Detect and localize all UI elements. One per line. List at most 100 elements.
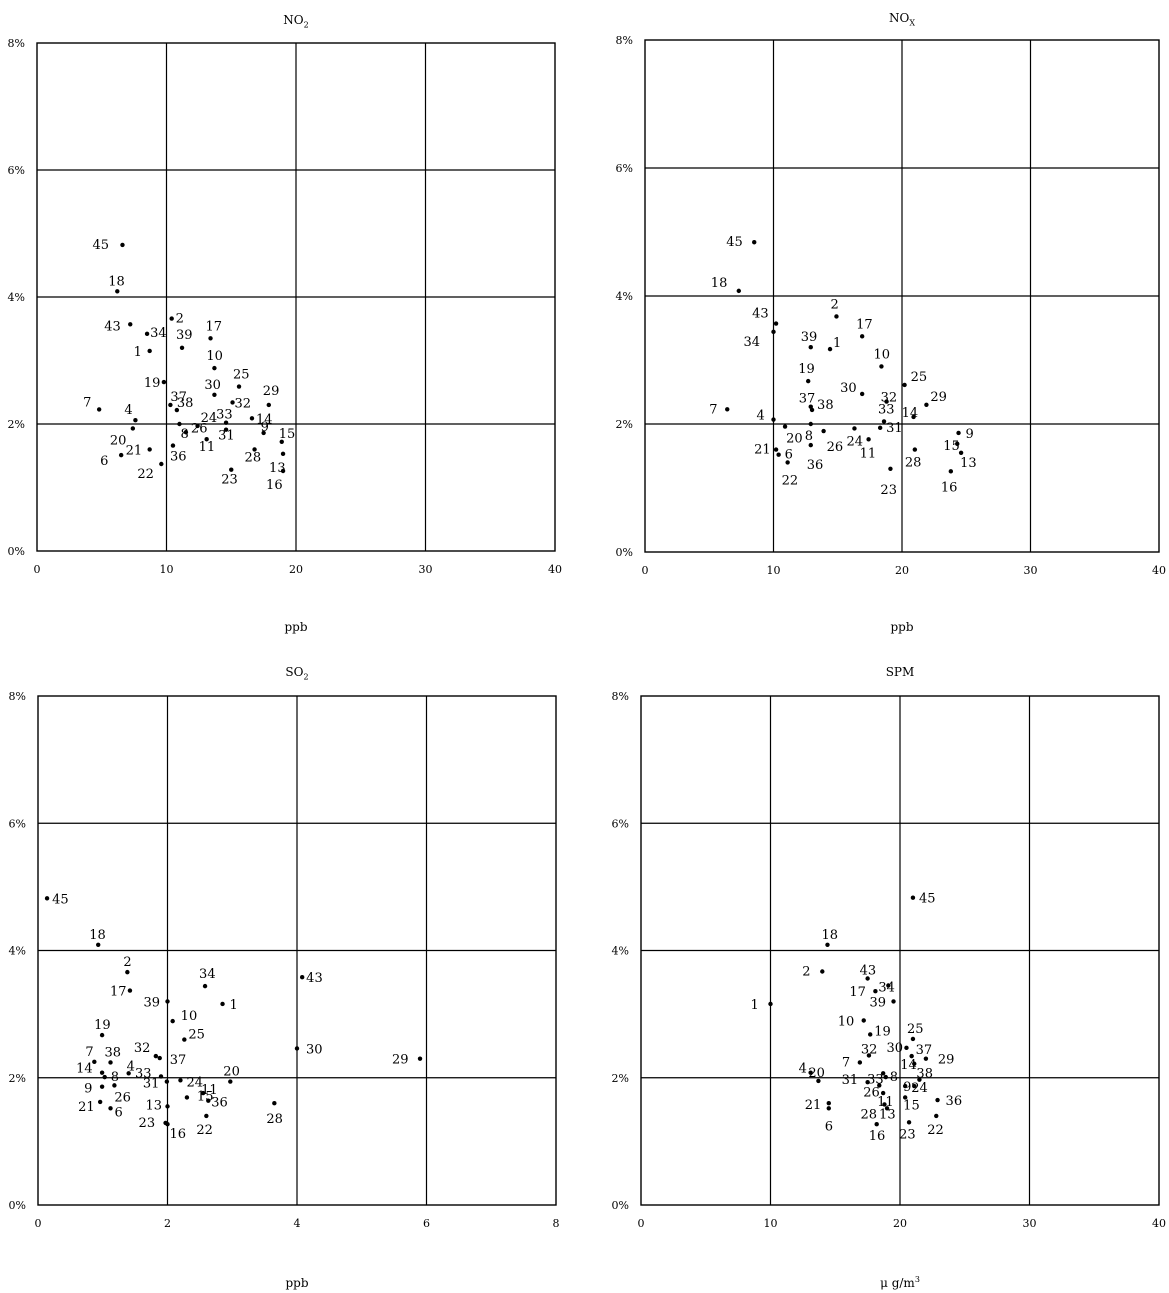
data-point-label: 7 [842,1055,850,1070]
y-tick-label: 0% [8,545,25,558]
data-point [126,1071,131,1076]
data-point-label: 14 [900,1058,917,1073]
data-point-label: 1 [134,345,142,360]
data-point-label: 21 [78,1100,95,1115]
data-point-label: 9 [84,1082,92,1097]
data-point-label: 38 [817,398,834,413]
data-point-label: 4 [127,1059,135,1074]
data-point-label: 32 [134,1041,151,1056]
data-point-label: 36 [211,1096,228,1111]
x-tick-label: 0 [35,1217,42,1230]
data-point-label: 26 [827,440,844,455]
y-tick-label: 6% [612,817,629,830]
data-point [147,348,152,354]
data-point-label: 21 [126,443,143,458]
data-point [725,407,730,412]
data-point [773,321,779,326]
plot-frame [36,42,556,552]
data-point [102,1074,107,1080]
data-point [266,402,272,408]
data-point [99,1084,105,1089]
data-point [912,1061,917,1066]
y-tick-label: 8% [612,690,629,703]
x-axis-unit: ppb [285,1276,309,1290]
data-point [859,391,865,397]
y-tick-label: 4% [8,291,25,304]
data-point [924,402,929,407]
data-point-label: 18 [821,928,838,943]
data-point [99,1070,105,1075]
data-point [417,1056,423,1061]
data-point-label: 19 [874,1024,891,1039]
data-point [805,378,811,384]
data-point-label: 28 [905,456,922,471]
data-point-label: 31 [218,429,235,444]
data-point-label: 19 [144,376,161,391]
data-point-label: 7 [709,402,717,417]
data-point-label: 7 [83,395,91,410]
y-tick-label: 2% [612,1072,629,1085]
data-point [220,1001,225,1007]
data-point-label: 22 [196,1123,213,1138]
plot-frame [37,695,557,1206]
chart-title: NO2 [283,13,309,30]
data-point-label: 14 [76,1062,93,1077]
data-point-label: 24 [911,1081,928,1096]
data-point [868,1032,873,1037]
data-point-label: 43 [104,319,121,334]
y-tick-label: 6% [8,164,25,177]
x-tick-label: 40 [1152,564,1166,577]
data-point [827,346,833,352]
data-point-label: 30 [306,1042,323,1057]
data-point [825,942,830,947]
data-point [164,1079,170,1084]
data-point-label: 17 [206,319,223,334]
data-point-label: 38 [177,396,194,411]
data-point [249,416,255,421]
data-point-label: 29 [263,384,280,399]
data-point-label: 37 [916,1043,933,1058]
data-point-label: 39 [144,995,161,1010]
data-point [771,417,776,422]
data-point [294,1046,300,1051]
data-point-label: 43 [752,307,769,322]
data-point [934,1113,939,1119]
data-point [236,384,242,389]
data-point-label: 16 [266,478,283,493]
data-point-label: 24 [201,411,218,426]
data-point [902,382,907,388]
data-point-label: 16 [941,480,958,495]
x-axis-unit: ppb [890,620,914,634]
data-point [773,447,779,452]
data-point [955,441,960,447]
data-point-label: 26 [191,421,208,436]
x-tick-label: 20 [893,1217,907,1230]
data-point-label: 36 [807,458,824,473]
data-point [153,1053,159,1059]
y-tick-label: 8% [9,690,26,703]
data-point [859,334,865,339]
data-point [179,345,185,350]
data-point [261,430,266,436]
data-point [902,1083,908,1089]
y-tick-label: 0% [612,1199,629,1212]
x-tick-label: 4 [294,1217,301,1230]
data-point-label: 16 [170,1127,187,1142]
data-point-label: 2 [123,955,131,970]
data-point [99,1032,105,1038]
data-point [808,421,813,427]
x-tick-label: 10 [160,563,174,576]
data-point [120,242,125,248]
data-point [879,364,884,369]
y-tick-label: 2% [9,1072,26,1085]
data-point [882,1102,887,1107]
x-tick-label: 30 [419,563,433,576]
data-point-label: 9 [261,420,269,435]
data-point [821,428,826,434]
y-tick-label: 6% [616,162,633,175]
x-tick-label: 0 [638,1217,645,1230]
data-point [886,983,891,988]
data-point [204,1113,209,1119]
